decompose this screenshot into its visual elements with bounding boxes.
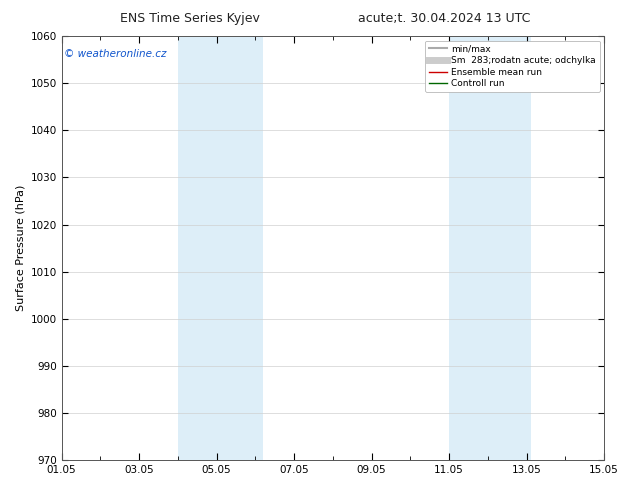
Y-axis label: Surface Pressure (hPa): Surface Pressure (hPa): [15, 185, 25, 311]
Bar: [178, 36, 263, 460]
Bar: [449, 36, 531, 460]
Text: acute;t. 30.04.2024 13 UTC: acute;t. 30.04.2024 13 UTC: [358, 12, 530, 25]
Legend: min/max, Sm  283;rodatn acute; odchylka, Ensemble mean run, Controll run: min/max, Sm 283;rodatn acute; odchylka, …: [425, 41, 600, 92]
Text: ENS Time Series Kyjev: ENS Time Series Kyjev: [120, 12, 260, 25]
Text: © weatheronline.cz: © weatheronline.cz: [65, 49, 167, 59]
